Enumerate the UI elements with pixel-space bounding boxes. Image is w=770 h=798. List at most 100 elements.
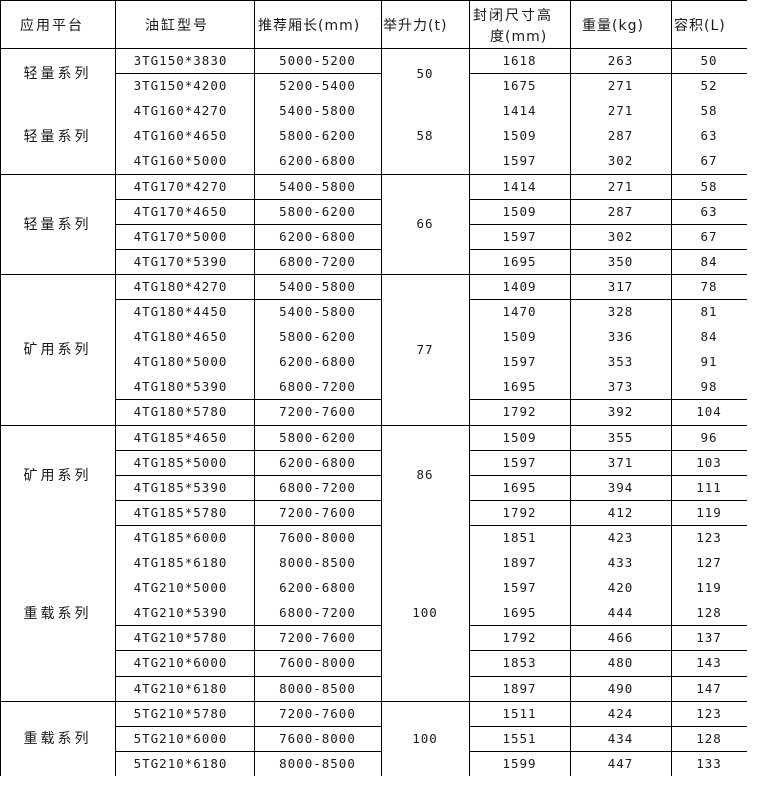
weight-cell: 271 bbox=[607, 103, 634, 119]
weight-cell: 336 bbox=[607, 329, 634, 345]
volume-cell: 123 bbox=[696, 705, 722, 721]
weight-cell: 434 bbox=[607, 730, 634, 746]
weight-cell: 423 bbox=[607, 529, 634, 545]
row-divider bbox=[115, 224, 381, 225]
model-cell: 4TG170*4650 bbox=[133, 203, 228, 219]
model-cell: 3TG150*4200 bbox=[133, 78, 228, 94]
volume-cell: 96 bbox=[700, 429, 718, 445]
column-divider bbox=[381, 0, 382, 776]
volume-cell: 81 bbox=[700, 304, 718, 320]
model-cell: 4TG210*6180 bbox=[133, 680, 228, 696]
volume-cell: 67 bbox=[700, 228, 718, 244]
weight-cell: 447 bbox=[607, 755, 634, 771]
lift-force-cell: 58 bbox=[416, 128, 434, 144]
closed-height-cell: 1509 bbox=[502, 329, 537, 345]
lift-force-cell: 77 bbox=[416, 341, 434, 357]
volume-cell: 111 bbox=[696, 479, 722, 495]
row-divider bbox=[115, 726, 381, 727]
platform-label: 矿用系列 bbox=[23, 467, 92, 484]
row-divider bbox=[469, 676, 747, 677]
volume-cell: 98 bbox=[700, 379, 718, 395]
row-divider bbox=[469, 500, 747, 501]
weight-cell: 271 bbox=[607, 78, 634, 94]
volume-cell: 58 bbox=[700, 103, 718, 119]
box-length-cell: 5400-5800 bbox=[279, 278, 356, 294]
header-lift: 举升力(t) bbox=[383, 18, 448, 34]
weight-cell: 412 bbox=[607, 504, 634, 520]
lift-force-cell: 86 bbox=[416, 467, 434, 483]
weight-cell: 466 bbox=[607, 630, 634, 646]
platform-label: 轻量系列 bbox=[23, 216, 92, 233]
volume-cell: 91 bbox=[700, 354, 718, 370]
box-length-cell: 6800-7200 bbox=[279, 479, 356, 495]
model-cell: 4TG160*4650 bbox=[133, 128, 228, 144]
closed-height-cell: 1597 bbox=[502, 454, 537, 470]
closed-height-cell: 1851 bbox=[502, 529, 537, 545]
model-cell: 4TG185*6180 bbox=[133, 555, 228, 571]
volume-cell: 52 bbox=[700, 78, 718, 94]
row-divider bbox=[115, 676, 381, 677]
volume-cell: 147 bbox=[696, 680, 722, 696]
model-cell: 4TG180*5390 bbox=[133, 379, 228, 395]
model-cell: 4TG180*4450 bbox=[133, 304, 228, 320]
column-divider bbox=[0, 0, 1, 776]
closed-height-cell: 1414 bbox=[502, 178, 537, 194]
weight-cell: 371 bbox=[607, 454, 634, 470]
row-divider bbox=[469, 650, 747, 651]
closed-height-cell: 1897 bbox=[502, 680, 537, 696]
box-length-cell: 7200-7600 bbox=[279, 705, 356, 721]
weight-cell: 350 bbox=[607, 253, 634, 269]
platform-label: 轻量系列 bbox=[23, 128, 92, 145]
row-divider bbox=[115, 399, 381, 400]
row-divider bbox=[115, 751, 381, 752]
box-length-cell: 8000-8500 bbox=[279, 755, 356, 771]
closed-height-cell: 1509 bbox=[502, 128, 537, 144]
volume-cell: 103 bbox=[696, 454, 722, 470]
model-cell: 3TG150*3830 bbox=[133, 53, 228, 69]
row-divider bbox=[115, 450, 381, 451]
weight-cell: 302 bbox=[607, 153, 634, 169]
header-weight: 重量(kg) bbox=[582, 18, 644, 34]
closed-height-cell: 1597 bbox=[502, 354, 537, 370]
closed-height-cell: 1675 bbox=[502, 78, 537, 94]
closed-height-cell: 1792 bbox=[502, 630, 537, 646]
volume-cell: 84 bbox=[700, 253, 718, 269]
row-divider bbox=[115, 650, 381, 651]
closed-height-cell: 1597 bbox=[502, 228, 537, 244]
header-model: 油缸型号 bbox=[145, 18, 209, 34]
model-cell: 4TG160*4270 bbox=[133, 103, 228, 119]
group-divider bbox=[0, 425, 747, 426]
model-cell: 4TG170*4270 bbox=[133, 178, 228, 194]
volume-cell: 78 bbox=[700, 278, 718, 294]
weight-cell: 355 bbox=[607, 429, 634, 445]
model-cell: 4TG170*5000 bbox=[133, 228, 228, 244]
box-length-cell: 6200-6800 bbox=[279, 454, 356, 470]
volume-cell: 50 bbox=[700, 53, 718, 69]
model-cell: 4TG185*5390 bbox=[133, 479, 228, 495]
closed-height-cell: 1409 bbox=[502, 278, 537, 294]
weight-cell: 317 bbox=[607, 278, 634, 294]
row-divider bbox=[115, 299, 381, 300]
closed-height-cell: 1792 bbox=[502, 404, 537, 420]
group-divider bbox=[0, 701, 747, 702]
volume-cell: 119 bbox=[696, 580, 722, 596]
row-divider bbox=[115, 475, 381, 476]
closed-height-cell: 1597 bbox=[502, 580, 537, 596]
closed-height-cell: 1695 bbox=[502, 379, 537, 395]
model-cell: 4TG185*5780 bbox=[133, 504, 228, 520]
column-divider bbox=[115, 0, 116, 776]
row-divider bbox=[115, 199, 381, 200]
closed-height-cell: 1597 bbox=[502, 153, 537, 169]
weight-cell: 263 bbox=[607, 53, 634, 69]
model-cell: 4TG160*5000 bbox=[133, 153, 228, 169]
closed-height-cell: 1509 bbox=[502, 429, 537, 445]
volume-cell: 127 bbox=[696, 555, 722, 571]
column-divider bbox=[570, 0, 571, 776]
box-length-cell: 7200-7600 bbox=[279, 630, 356, 646]
row-divider bbox=[115, 500, 381, 501]
row-divider bbox=[469, 249, 747, 250]
weight-cell: 271 bbox=[607, 178, 634, 194]
box-length-cell: 6800-7200 bbox=[279, 253, 356, 269]
weight-cell: 287 bbox=[607, 128, 634, 144]
